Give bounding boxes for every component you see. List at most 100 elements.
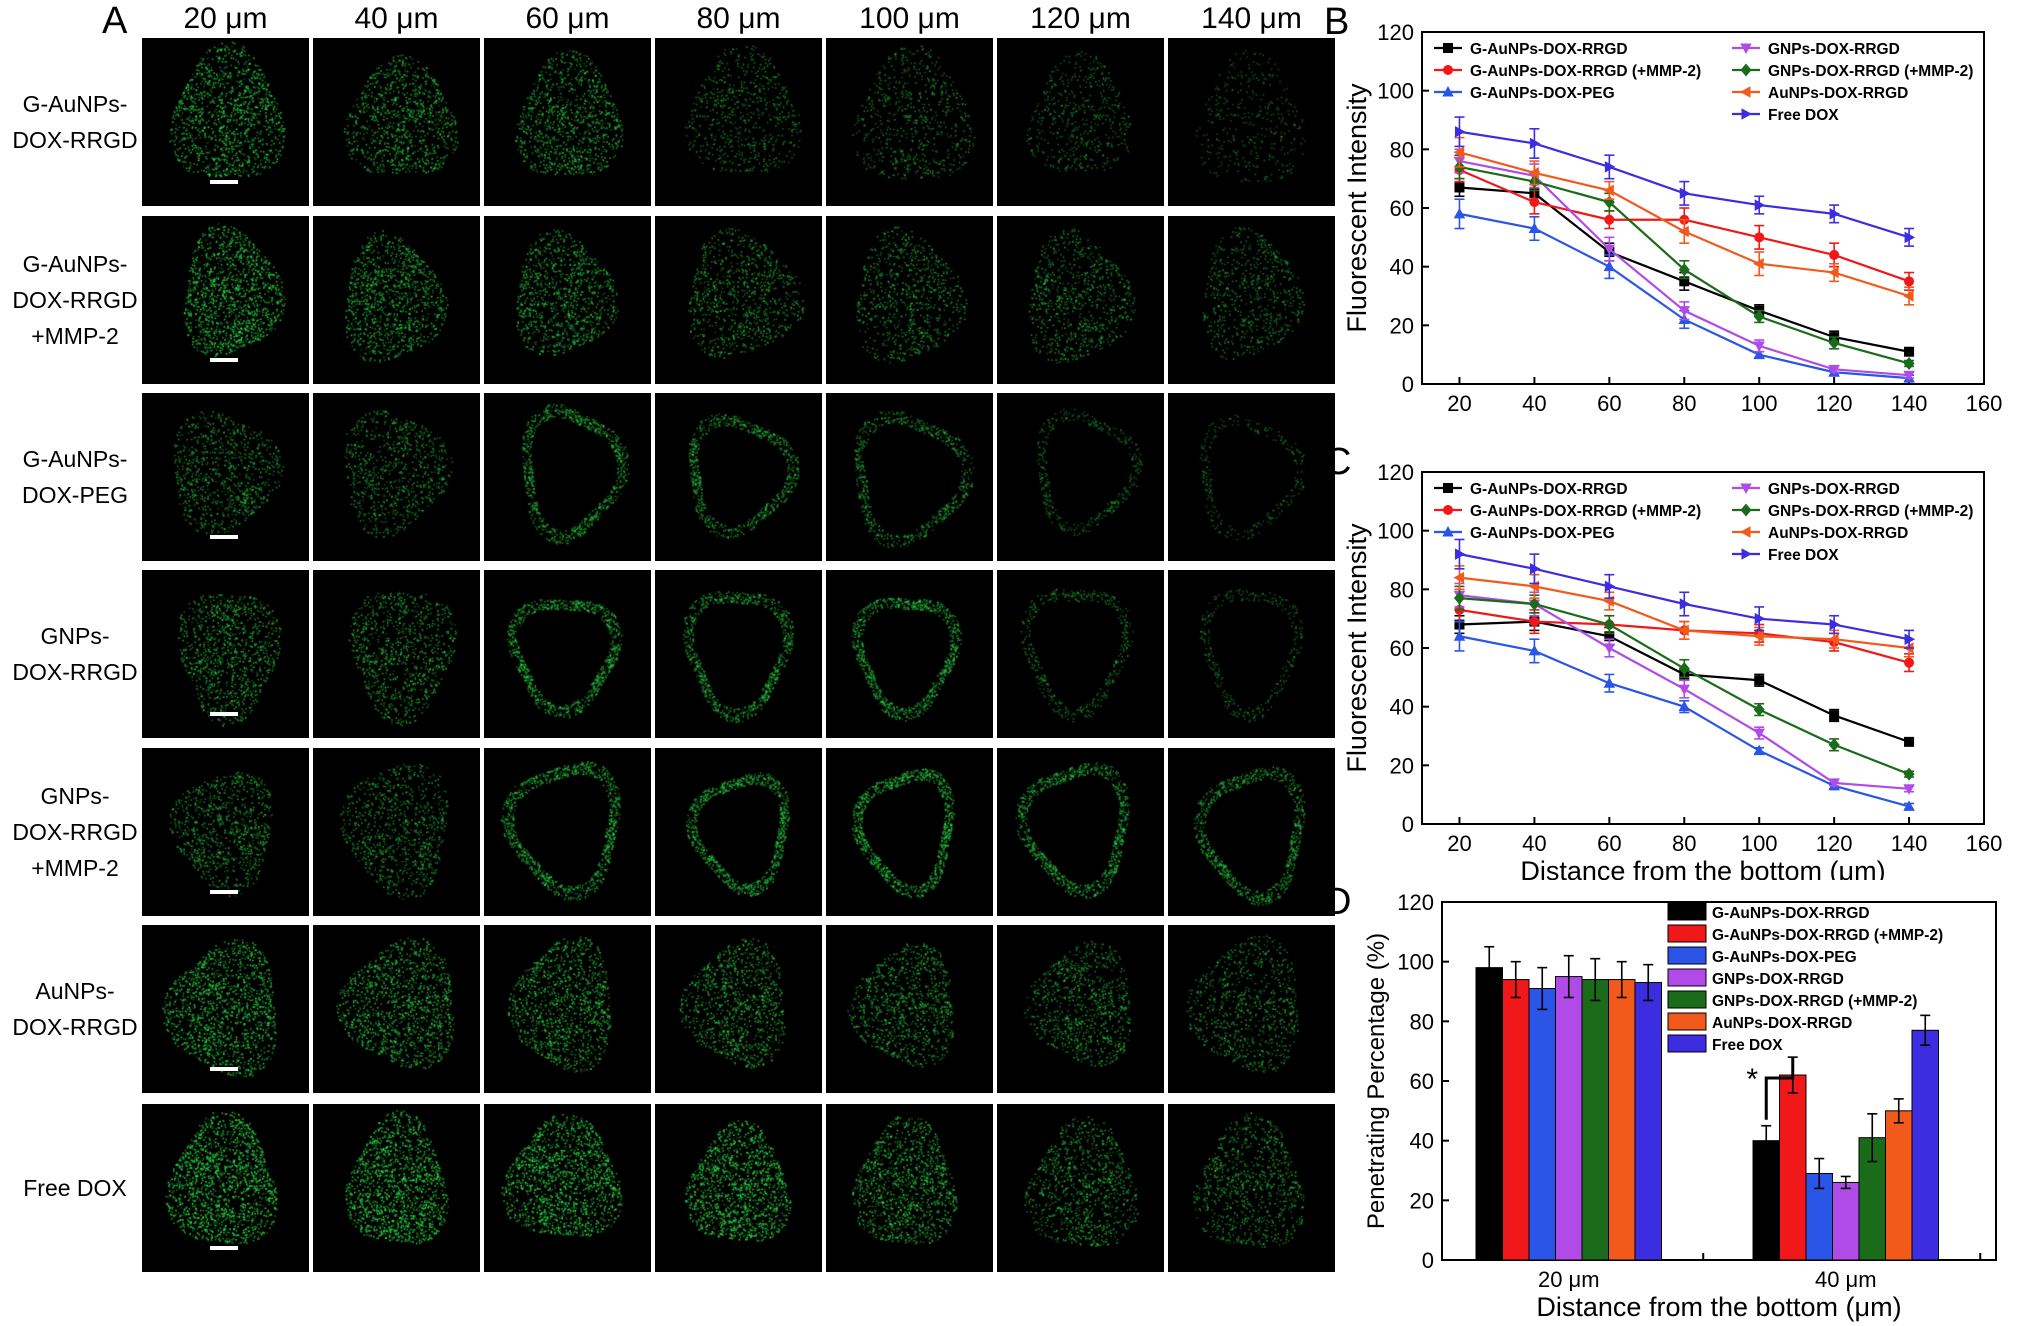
data-point (1903, 800, 1915, 811)
bar (1779, 1074, 1807, 1261)
scale-bar (210, 712, 238, 716)
x-axis-label: Distance from the bottom (μm) (1520, 856, 1885, 880)
x-tick-label: 140 (1891, 831, 1928, 856)
data-point (1828, 778, 1840, 789)
legend-label: GNPs-DOX-RRGD (1768, 481, 1900, 498)
data-point (1903, 290, 1914, 302)
legend-label: AuNPs-DOX-RRGD (1768, 85, 1908, 102)
legend-swatch (1667, 946, 1707, 965)
micrograph-cell (826, 748, 993, 916)
data-point (1829, 710, 1840, 721)
data-point (1603, 260, 1616, 272)
x-tick-label: 100 (1741, 391, 1778, 416)
micrograph-cell (655, 38, 822, 206)
micrograph-cell (1168, 570, 1335, 738)
row-label-line: GNPs- (40, 783, 110, 809)
data-point (1904, 346, 1915, 357)
column-header: 40 μm (354, 2, 439, 35)
panel-a-micrograph-grid: A 20 μm 40 μm 60 μm 80 μm 100 μm 120 μm 140 μm… (0, 0, 1335, 1272)
y-tick-label: 40 (1390, 255, 1414, 280)
column-header: 140 μm (1201, 2, 1302, 35)
micrograph-cell (1168, 925, 1335, 1093)
data-point (1753, 257, 1764, 270)
row-label-line: DOX-RRGD (12, 287, 138, 313)
legend-marker (1740, 86, 1751, 98)
data-point (1904, 736, 1915, 747)
y-tick-label: 60 (1390, 636, 1414, 661)
y-tick-label: 40 (1410, 1129, 1434, 1154)
data-point (1528, 644, 1541, 656)
data-point (1529, 137, 1541, 150)
micrograph-cell (1168, 748, 1335, 916)
row-label-line: +MMP-2 (31, 323, 119, 349)
row-label: G-AuNPs- DOX-PEG (0, 393, 150, 561)
micrograph-cell (826, 1104, 993, 1272)
data-point (1604, 214, 1615, 225)
row-label-line: Free DOX (23, 1175, 127, 1201)
data-point (1753, 348, 1765, 360)
bar (1752, 1140, 1780, 1261)
row-label-line: G-AuNPs- (22, 446, 128, 472)
micrograph-cell (484, 38, 651, 206)
legend-label: GNPs-DOX-RRGD (+MMP-2) (1768, 503, 1973, 520)
data-point (1753, 630, 1764, 643)
y-tick-label: 100 (1377, 519, 1414, 544)
panel-letter: C (1324, 441, 1351, 483)
column-header: 120 μm (1030, 2, 1131, 35)
data-point (1454, 125, 1466, 138)
micrograph-cell (997, 38, 1164, 206)
legend-marker (1443, 43, 1453, 53)
micrograph-cell (997, 925, 1164, 1093)
data-point (1904, 633, 1916, 645)
bar (1885, 1110, 1913, 1261)
panel-letter-a: A (102, 0, 128, 42)
legend-marker (1443, 483, 1453, 493)
legend-marker (1443, 65, 1453, 75)
column-header: 100 μm (859, 2, 960, 35)
y-tick-label: 0 (1402, 372, 1414, 397)
bar (1832, 1181, 1860, 1261)
panel-letter: B (1324, 1, 1349, 43)
data-point (1828, 336, 1840, 350)
data-point (1754, 675, 1765, 686)
bar (1581, 979, 1609, 1261)
x-tick-label: 40 (1522, 831, 1546, 856)
data-point (1903, 784, 1915, 795)
micrograph-cell (655, 216, 822, 384)
micrograph-cell (142, 216, 309, 384)
x-tick-label: 60 (1597, 831, 1621, 856)
micrograph-cell (142, 1104, 309, 1272)
bar (1911, 1029, 1939, 1261)
legend-marker (1740, 63, 1752, 77)
micrograph-cell (997, 216, 1164, 384)
micrograph-cell (655, 748, 822, 916)
y-axis-label: Fluorescent Intensity (1342, 523, 1372, 773)
legend-swatch (1667, 902, 1707, 921)
x-tick-label: 140 (1891, 391, 1928, 416)
row-label: Free DOX (0, 1104, 150, 1272)
data-point (1453, 630, 1466, 641)
data-point (1529, 197, 1540, 208)
y-tick-label: 120 (1377, 460, 1414, 485)
significance-bracket (1764, 1057, 1795, 1120)
row-label-line: AuNPs- (35, 978, 115, 1004)
micrograph-cell (826, 925, 993, 1093)
chart-c-fluorescent-intensity: C 0 20 40 60 80 100 120 20 40 60 80 100 120 140 160 Dist… (1324, 441, 2002, 880)
bar (1502, 979, 1530, 1261)
micrograph-cell (142, 570, 309, 738)
legend-label: G-AuNPs-DOX-RRGD (1712, 905, 1870, 922)
scale-bar (210, 1067, 238, 1071)
legend-label: G-AuNPs-DOX-RRGD (+MMP-2) (1470, 63, 1701, 80)
legend-marker (1740, 503, 1752, 517)
row-label: G-AuNPs- DOX-RRGD +MMP-2 (0, 216, 150, 384)
micrograph-cell (142, 393, 309, 561)
micrograph-cell (313, 925, 480, 1093)
legend-label: G-AuNPs-DOX-PEG (1470, 525, 1615, 542)
data-point (1604, 580, 1616, 593)
chart-b-fluorescent-intensity: B 0 20 40 60 80 100 120 20 40 60 80 100 120 140 160 Dist… (1324, 1, 2002, 420)
row-label: GNPs- DOX-RRGD (0, 570, 150, 738)
micrograph-cell (826, 216, 993, 384)
x-tick-label: 80 (1672, 831, 1696, 856)
y-tick-label: 80 (1410, 1009, 1434, 1034)
legend-label: G-AuNPs-DOX-PEG (1712, 949, 1857, 966)
